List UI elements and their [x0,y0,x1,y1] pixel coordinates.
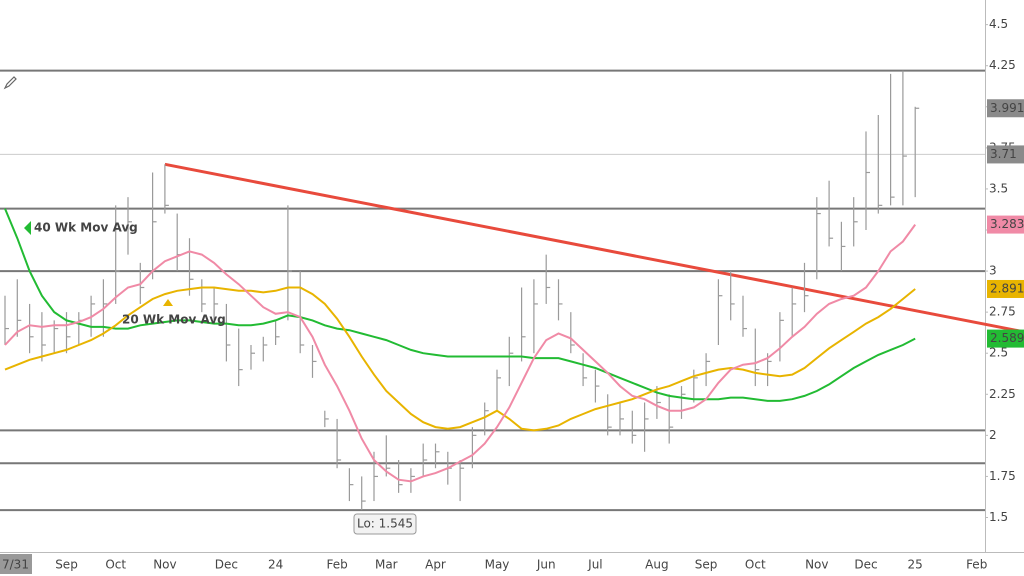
x-tick-label: Apr [425,558,446,572]
y-tick-label: 3 [989,264,997,278]
x-tick-label: Sep [55,558,78,572]
price-tag-box [987,329,1024,348]
legend-arrow [24,221,31,235]
x-tick-label: Feb [966,558,987,572]
price-tag: 2.891 [990,281,1024,295]
y-tick-label: 2.25 [989,387,1016,401]
x-tick-label: Oct [745,558,766,572]
series-label: 40 Wk Mov Avg [34,221,138,235]
x-tick-label: Jul [587,558,602,572]
series-label: 20 Wk Mov Avg [122,313,226,327]
x-label-box [0,554,32,574]
price-tag: 3.991 [990,101,1024,115]
price-tag: 3.71 [990,147,1017,161]
y-tick-label: 2 [989,428,997,442]
x-tick-label: Dec [854,558,877,572]
price-tag-box [987,145,1024,164]
legend-arrow [163,299,173,306]
x-tick-label: Sep [695,558,718,572]
x-tick-label: Oct [105,558,126,572]
price-tag: 2.589 [990,331,1024,345]
x-tick-label: 25 [908,558,923,572]
low-label: Lo: 1.545 [357,517,413,531]
moving-average [4,286,916,432]
x-tick-label: May [485,558,510,572]
moving-average [4,208,916,402]
x-tick-label: Aug [645,558,668,572]
x-tick-label: Nov [153,558,176,572]
y-tick-label: 4.5 [989,17,1008,31]
x-tick-label: Jun [536,558,556,572]
price-tag-box [987,279,1024,298]
y-tick-label: 4.25 [989,58,1016,72]
y-tick-label: 1.75 [989,469,1016,483]
y-tick-label: 2.5 [989,346,1008,360]
price-tag-box [987,99,1024,118]
price-tag: 3.283 [990,217,1024,231]
y-tick-label: 1.5 [989,510,1008,524]
pencil-icon[interactable] [3,76,17,90]
pencil-shape [3,76,17,90]
trendline [164,162,1024,334]
x-tick-label: 7/31 [2,558,29,572]
low-label-box [353,513,417,535]
price-tag-box [987,215,1024,234]
x-tick-label: Mar [375,558,398,572]
x-tick-label: Dec [215,558,238,572]
y-tick-label: 3.5 [989,181,1008,195]
y-tick-label: 2.75 [989,305,1016,319]
x-tick-label: Feb [326,558,347,572]
x-tick-label: Nov [805,558,828,572]
x-tick-label: 24 [268,558,283,572]
moving-average [4,224,917,483]
